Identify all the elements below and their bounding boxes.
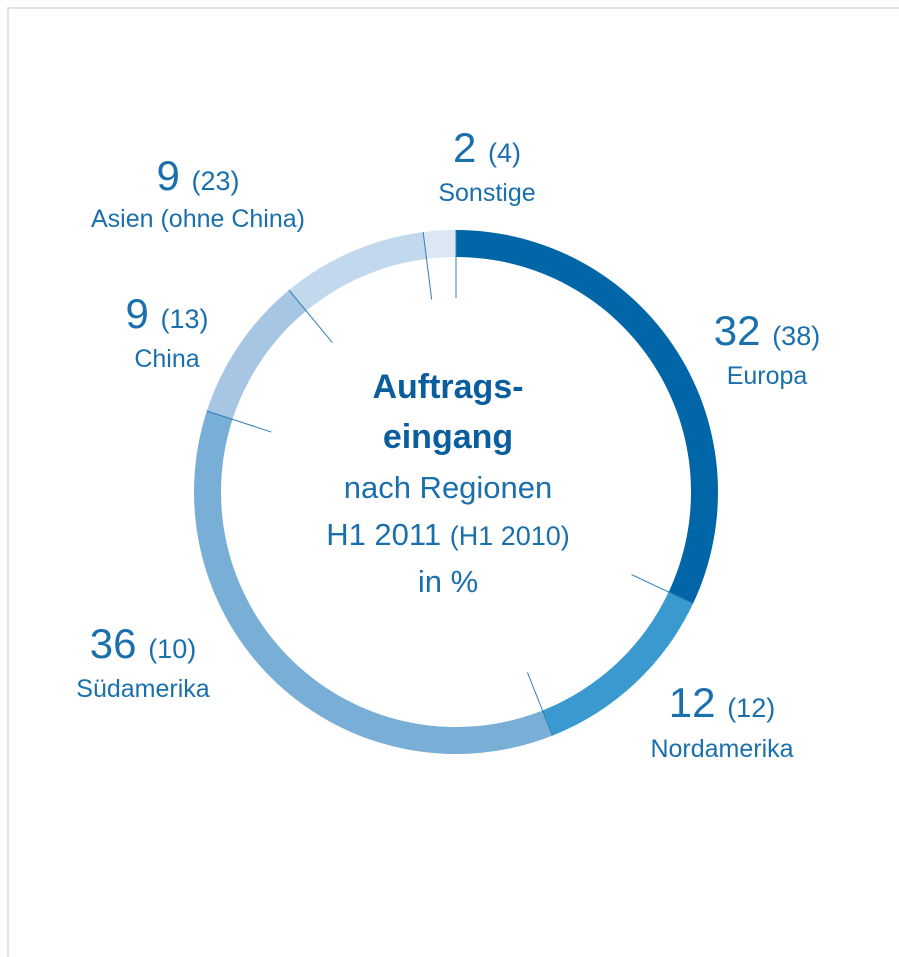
labels: 32 (38) Europa 12 (12) Nordamerika 36 (10) Sü… [76,124,820,763]
category-label: China [134,345,199,373]
previous-value: (38) [772,321,820,351]
category-label: Europa [727,362,808,390]
separator [526,672,553,736]
ring [193,230,718,754]
value: 9 [125,290,148,337]
value: 36 [90,620,137,667]
category-label: Sonstige [438,179,535,207]
center-subtitle: nach Regionen [344,470,553,505]
previous-value: (12) [727,693,775,723]
value: 9 [156,152,179,199]
separator [631,574,694,605]
center-title: Auftrags- [372,368,523,406]
separator [206,410,272,433]
period: H1 2011 [326,517,441,552]
donut-segment [542,592,694,736]
previous-value: (4) [488,138,521,168]
previous-value: (10) [148,634,196,664]
value-label: 32 (38) [714,307,820,354]
value: 32 [714,307,761,354]
donut-segment [456,230,718,604]
frame [7,7,899,957]
separator [288,289,333,343]
center-unit: in % [418,564,478,599]
value: 2 [453,124,476,171]
value-label: 9 (23) [156,152,239,199]
donut-segment [288,232,427,311]
previous-period: (H1 2010) [450,521,570,551]
center-period: H1 2011 (H1 2010) [326,517,570,552]
value-label: 9 (13) [125,290,208,337]
value-label: 2 (4) [453,124,521,171]
donut-segment [423,230,456,259]
center-title: eingang [383,418,513,456]
previous-value: (13) [161,304,209,334]
category-label: Asien (ohne China) [91,205,305,233]
category-label: Südamerika [76,675,209,703]
donut-segment [206,290,307,420]
previous-value: (23) [192,166,240,196]
value: 12 [669,679,716,726]
category-label: Nordamerika [650,735,793,763]
value-label: 12 (12) [669,679,775,726]
value-label: 36 (10) [90,620,196,667]
separator [422,232,433,300]
donut-segment [193,411,553,754]
